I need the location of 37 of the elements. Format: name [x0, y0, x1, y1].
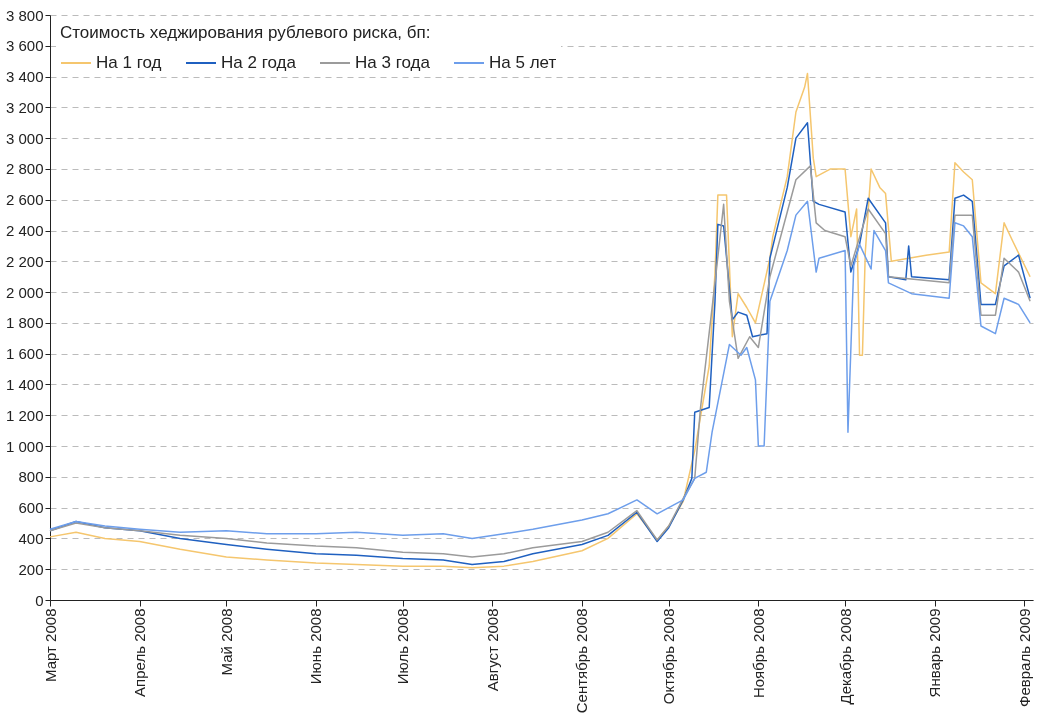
y-tick-label: 1 800 — [5, 314, 44, 332]
y-tick-label: 0 — [35, 591, 44, 609]
y-tick-label: 2 200 — [5, 252, 44, 270]
y-tick-label: 2 000 — [5, 283, 44, 301]
y-tick-label: 3 400 — [5, 68, 44, 86]
legend-label: На 1 год — [96, 53, 162, 72]
y-tick-label: 400 — [18, 529, 44, 547]
x-tick-label: Август 2008 — [483, 608, 501, 692]
x-tick-label: Март 2008 — [41, 608, 59, 682]
x-tick-label: Февраль 2009 — [1015, 608, 1033, 708]
x-tick-label: Октябрь 2008 — [660, 608, 678, 705]
legend-label: На 2 года — [221, 53, 297, 72]
x-tick-label: Сентябрь 2008 — [573, 608, 591, 714]
y-tick-label: 600 — [18, 499, 44, 517]
legend-label: На 5 лет — [489, 53, 557, 72]
y-tick-label: 1 000 — [5, 437, 44, 455]
legend-label: На 3 года — [355, 53, 431, 72]
y-tick-label: 1 400 — [5, 375, 44, 393]
y-tick-label: 1 200 — [5, 406, 44, 424]
y-tick-label: 3 200 — [5, 98, 44, 116]
y-tick-label: 1 600 — [5, 345, 44, 363]
legend-title: Стоимость хеджирования рублевого риска, бп: — [60, 23, 431, 42]
y-tick-label: 2 800 — [5, 160, 44, 178]
y-tick-label: 3 000 — [5, 129, 44, 147]
x-tick-label: Июнь 2008 — [307, 608, 325, 685]
y-tick-label: 2 600 — [5, 191, 44, 209]
x-tick-label: Ноябрь 2008 — [749, 608, 767, 699]
x-tick-label: Апрель 2008 — [131, 608, 149, 697]
y-tick-label: 3 800 — [5, 6, 44, 24]
y-tick-label: 800 — [18, 468, 44, 486]
x-tick-label: Январь 2009 — [926, 608, 944, 698]
y-tick-label: 200 — [18, 560, 44, 578]
y-tick-label: 2 400 — [5, 222, 44, 240]
x-tick-label: Декабрь 2008 — [836, 608, 854, 705]
x-tick-label: Май 2008 — [217, 608, 235, 676]
y-tick-label: 3 600 — [5, 37, 44, 55]
x-tick-label: Июль 2008 — [394, 608, 412, 685]
